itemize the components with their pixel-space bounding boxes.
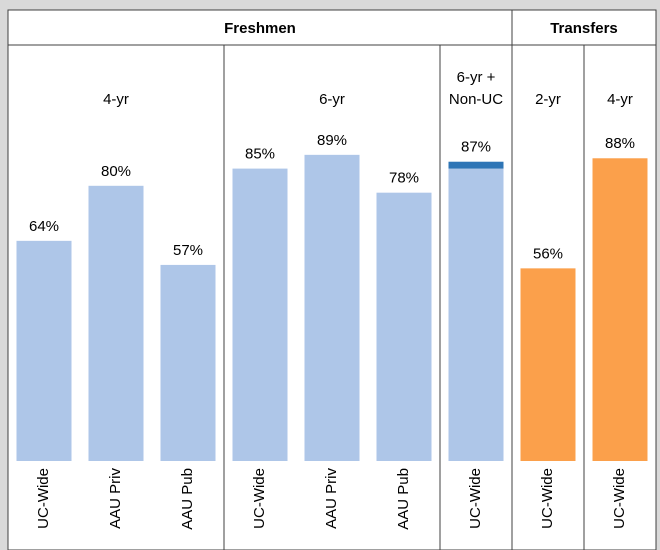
- value-label: 80%: [101, 163, 131, 180]
- value-label: 89%: [317, 132, 347, 149]
- x-tick-label: UC-Wide: [611, 468, 628, 529]
- bar: [376, 192, 432, 461]
- x-tick-label: UC-Wide: [467, 468, 484, 529]
- value-label: 64%: [29, 218, 59, 235]
- x-tick-label: AAU Pub: [179, 468, 196, 530]
- subgroup-label: 6-yr +: [457, 69, 496, 86]
- bar: [520, 268, 576, 461]
- value-label: 87%: [461, 139, 491, 156]
- bar: [304, 154, 360, 461]
- subgroup-label: 4-yr: [607, 91, 633, 108]
- subgroup-label: 4-yr: [103, 91, 129, 108]
- bar: [232, 168, 288, 461]
- subgroup-label: 2-yr: [535, 91, 561, 108]
- x-tick-label: UC-Wide: [251, 468, 268, 529]
- x-tick-label: AAU Priv: [323, 468, 340, 529]
- bar: [160, 264, 216, 461]
- x-tick-label: UC-Wide: [35, 468, 52, 529]
- value-label: 88%: [605, 135, 635, 152]
- bar: [592, 158, 648, 461]
- value-label: 56%: [533, 245, 563, 262]
- bar: [448, 168, 504, 461]
- value-label: 57%: [173, 242, 203, 259]
- x-tick-label: AAU Pub: [395, 468, 412, 530]
- subgroup-label: Non-UC: [449, 91, 503, 108]
- value-label: 78%: [389, 170, 419, 187]
- bar: [16, 240, 72, 461]
- bar: [448, 161, 504, 169]
- x-tick-label: UC-Wide: [539, 468, 556, 529]
- group-label: Freshmen: [224, 20, 296, 37]
- group-label: Transfers: [550, 20, 618, 37]
- value-label: 85%: [245, 146, 275, 163]
- bar: [88, 185, 144, 462]
- subgroup-label: 6-yr: [319, 91, 345, 108]
- x-tick-label: AAU Priv: [107, 468, 124, 529]
